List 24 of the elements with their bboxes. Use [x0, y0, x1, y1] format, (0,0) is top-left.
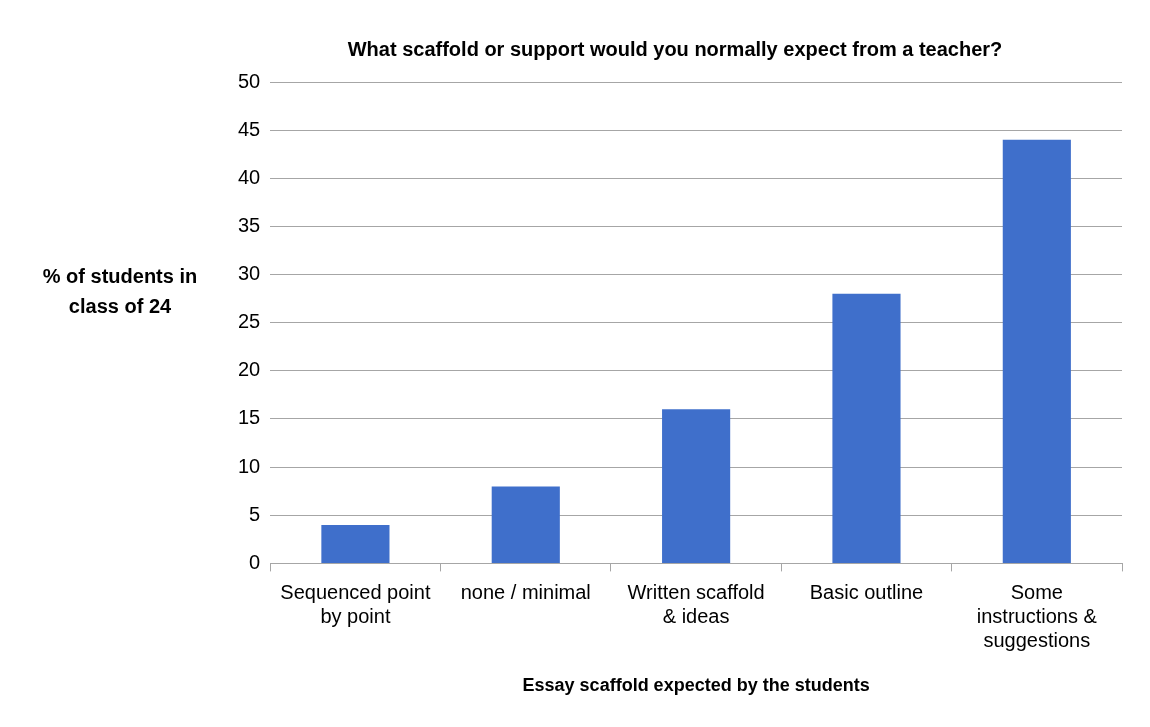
- y-tick-label: 0: [249, 550, 261, 573]
- chart-title: What scaffold or support would you normally expect from a teacher?: [347, 37, 1003, 60]
- y-tick-label: 25: [238, 310, 261, 333]
- y-tick-label: 35: [238, 213, 261, 236]
- bar: [662, 409, 731, 563]
- y-tick-label: 5: [249, 502, 261, 525]
- y-tick-label: 10: [238, 454, 261, 477]
- x-tick-label: Some instructions & suggestions: [976, 580, 1098, 651]
- bar: [1002, 139, 1071, 563]
- x-tick-label: Sequenced point by point: [280, 580, 431, 627]
- y-tick-label: 45: [238, 117, 261, 140]
- y-tick-label: 40: [238, 165, 261, 188]
- bar: [491, 486, 560, 563]
- x-tick-label: Basic outline: [809, 580, 924, 603]
- y-tick-label: 20: [238, 358, 261, 381]
- bar: [832, 293, 901, 563]
- y-tick-label: 50: [238, 69, 261, 92]
- y-tick-label: 15: [238, 406, 261, 429]
- x-tick-label: Written scaffold & ideas: [627, 580, 765, 627]
- x-tick-label: none / minimal: [460, 580, 591, 603]
- y-tick-label: 30: [238, 262, 261, 285]
- y-axis-title: % of students in class of 24: [42, 265, 198, 318]
- x-axis-title: Essay scaffold expected by the students: [522, 675, 870, 696]
- bar: [321, 524, 390, 563]
